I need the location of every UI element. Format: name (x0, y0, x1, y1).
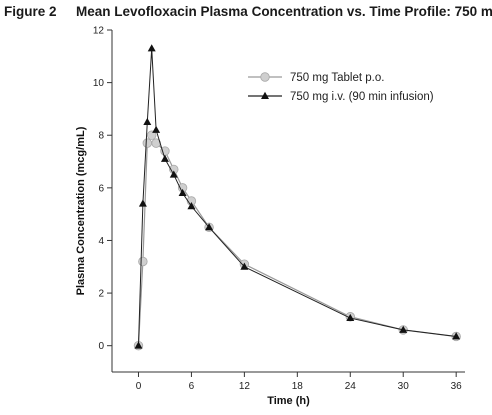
y-tick-label: 4 (98, 236, 104, 247)
y-tick-label: 8 (98, 131, 104, 142)
y-tick-label: 0 (98, 341, 104, 352)
data-point (169, 170, 178, 178)
series-iv-infusion (134, 44, 461, 349)
data-point (160, 154, 169, 162)
legend: 750 mg Tablet p.o. 750 mg i.v. (90 min in… (248, 72, 434, 103)
data-point (138, 256, 148, 267)
y-axis-title: Plasma Concentration (mcg/mL) (75, 126, 87, 295)
series-line (137, 48, 457, 346)
series-tablet-po (133, 130, 461, 351)
data-point (142, 138, 153, 148)
x-tick-label: 12 (239, 381, 251, 392)
x-tick-label: 6 (189, 381, 195, 392)
figure-title: Mean Levofloxacin Plasma Concentration v… (76, 4, 492, 19)
y-tick-label: 2 (98, 289, 104, 300)
legend-label: 750 mg Tablet p.o. (290, 72, 384, 84)
data-point (187, 202, 196, 210)
data-point (147, 130, 157, 140)
x-tick-label: 24 (345, 381, 357, 392)
legend-label: 750 mg i.v. (90 min infusion) (290, 91, 434, 103)
y-tick-label: 12 (93, 26, 105, 37)
data-point (399, 325, 408, 333)
data-point (178, 188, 187, 197)
figure-header: Figure 2 Mean Levofloxacin Plasma Concent… (4, 4, 492, 19)
data-point (138, 199, 147, 207)
x-tick-label: 18 (292, 381, 304, 392)
data-point (147, 44, 156, 52)
data-point (346, 313, 355, 322)
x-tick-label: 30 (398, 381, 410, 392)
legend-marker (261, 91, 269, 99)
data-point (240, 262, 249, 270)
x-axis-title: Time (h) (267, 395, 310, 407)
data-point (452, 332, 461, 340)
data-point (205, 223, 214, 231)
series-line (137, 134, 457, 346)
series-layer (133, 44, 461, 351)
legend-marker (260, 72, 270, 82)
y-tick-label: 10 (93, 78, 105, 89)
y-tick-label: 6 (98, 183, 104, 194)
legend-item: 750 mg Tablet p.o. (248, 72, 384, 84)
data-point (134, 341, 143, 349)
legend-item: 750 mg i.v. (90 min infusion) (248, 91, 434, 103)
x-tick-label: 0 (136, 381, 142, 392)
x-tick-label: 36 (451, 381, 463, 392)
figure-label: Figure 2 (4, 4, 57, 19)
data-point (143, 117, 152, 126)
data-point (152, 125, 161, 133)
